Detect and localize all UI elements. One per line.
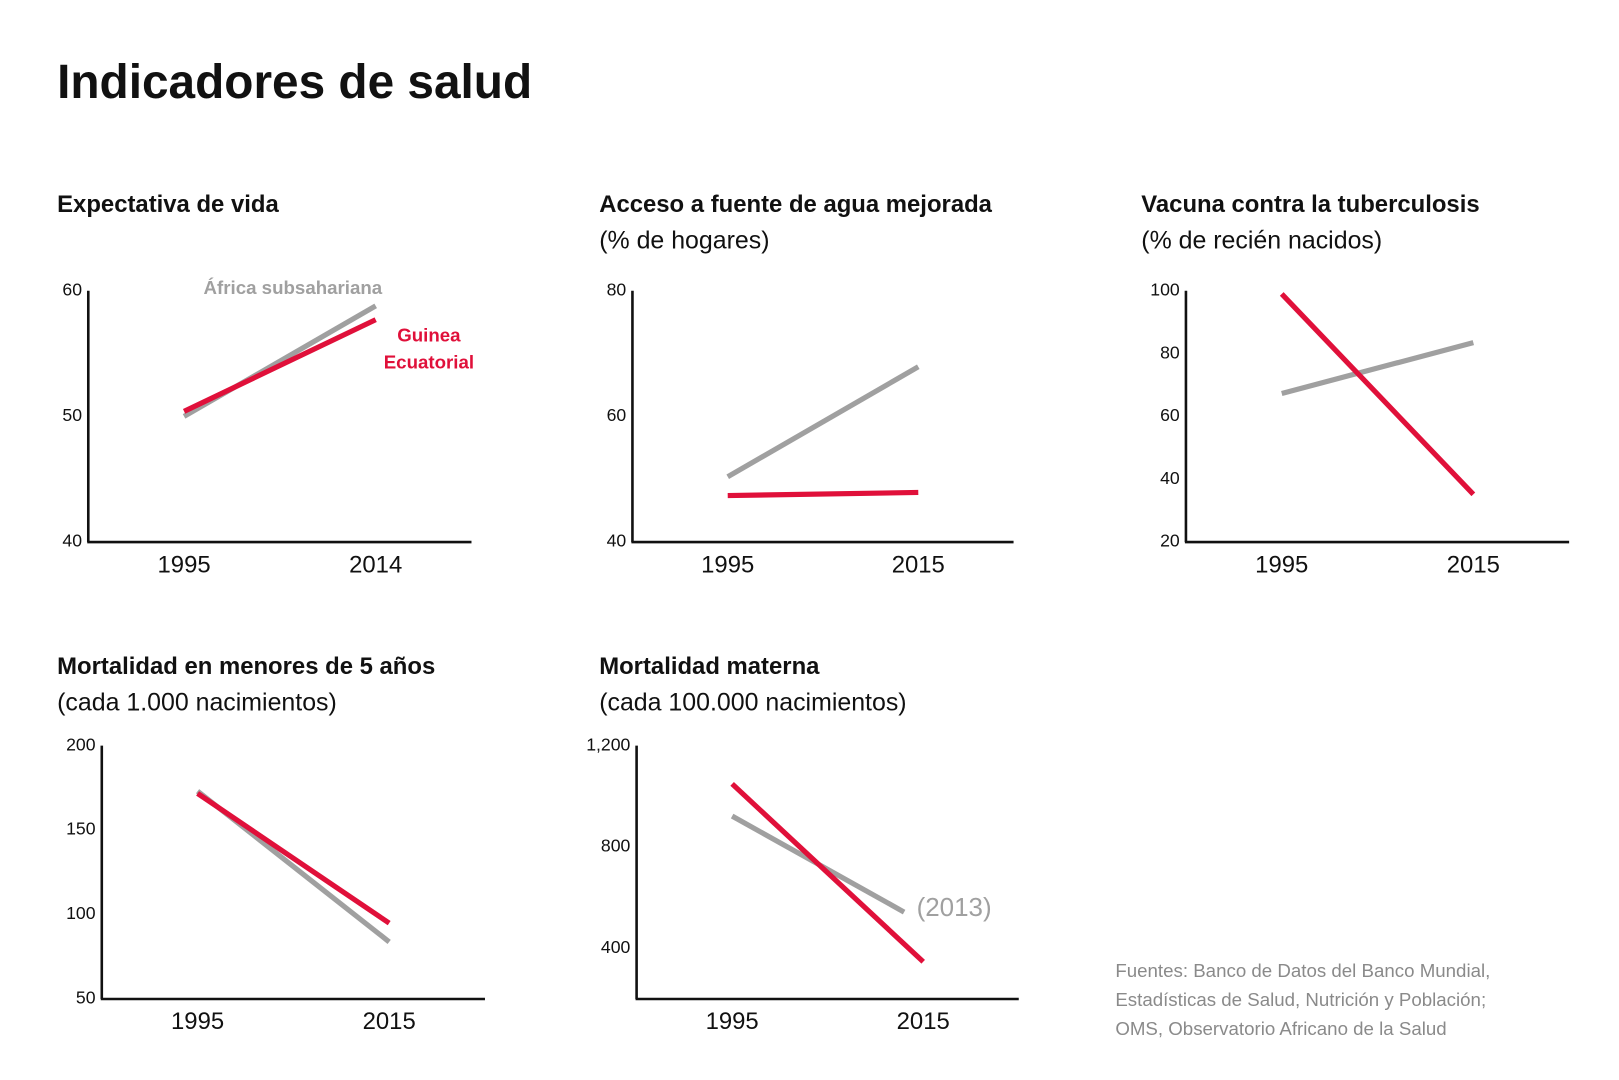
chart-subtitle: (cada 100.000 nacimientos) — [599, 689, 906, 717]
y-tick-label: 100 — [66, 903, 96, 923]
y-tick-label: 40 — [62, 531, 82, 551]
source-line: Fuentes: Banco de Datos del Banco Mundia… — [1115, 960, 1490, 981]
source-line: OMS, Observatorio Africano de la Salud — [1115, 1018, 1446, 1039]
x-tick-label: 1995 — [701, 551, 754, 578]
chart-title: Mortalidad materna — [599, 653, 820, 680]
series-line — [196, 791, 391, 926]
y-tick-label: 100 — [1150, 279, 1180, 299]
chart-subtitle: (cada 1.000 nacimientos) — [57, 689, 337, 717]
series-label: Guinea Ecuatorial — [383, 325, 475, 373]
x-tick-label: 1995 — [706, 1008, 759, 1035]
y-tick-label: 150 — [66, 819, 96, 839]
x-tick-label: 2015 — [897, 1008, 950, 1035]
x-tick-label: 2015 — [363, 1008, 416, 1035]
y-tick-label: 200 — [66, 734, 96, 754]
chart-title: Mortalidad en menores de 5 años — [57, 653, 435, 680]
chart-title: Vacuna contra la tuberculosis — [1141, 191, 1479, 218]
chart-title: Acceso a fuente de agua mejorada — [599, 191, 992, 218]
y-tick-label: 400 — [601, 937, 631, 957]
y-tick-label: 40 — [607, 531, 627, 551]
y-tick-label: 20 — [1160, 531, 1180, 551]
chart-subtitle: (% de hogares) — [599, 227, 769, 255]
series-line — [727, 489, 919, 499]
y-tick-label: 60 — [1160, 405, 1180, 425]
x-tick-label: 1995 — [1255, 551, 1308, 578]
x-tick-label: 1995 — [171, 1008, 224, 1035]
series-line — [1279, 292, 1476, 497]
series-line — [1281, 340, 1475, 397]
source-line: Estadísticas de Salud, Nutrición y Pobla… — [1115, 989, 1486, 1010]
series-label-box: Guinea Ecuatorial — [383, 325, 475, 373]
y-tick-label: 60 — [62, 279, 82, 299]
y-tick-label: 800 — [601, 836, 631, 856]
series-label: África subsahariana — [203, 277, 383, 299]
series-line — [182, 317, 377, 414]
y-tick-label: 50 — [76, 988, 96, 1008]
x-tick-label: 2014 — [349, 551, 402, 578]
x-tick-label: 2015 — [1447, 551, 1500, 578]
y-tick-label: 80 — [1160, 342, 1180, 362]
y-tick-label: 50 — [62, 405, 82, 425]
x-tick-label: 1995 — [158, 551, 211, 578]
chart-subtitle: (% de recién nacidos) — [1141, 227, 1382, 255]
y-tick-label: 40 — [1160, 468, 1180, 488]
x-tick-label: 2015 — [892, 551, 945, 578]
chart-title: Expectativa de vida — [57, 191, 279, 218]
page-title: Indicadores de salud — [57, 56, 532, 109]
series-label-box: África subsahariana — [203, 277, 383, 299]
y-tick-label: 1,200 — [586, 734, 630, 754]
y-tick-label: 60 — [607, 405, 627, 425]
annotation: (2013) — [917, 892, 992, 922]
series-line — [730, 781, 925, 964]
y-tick-label: 80 — [607, 279, 627, 299]
series-line — [726, 364, 920, 479]
